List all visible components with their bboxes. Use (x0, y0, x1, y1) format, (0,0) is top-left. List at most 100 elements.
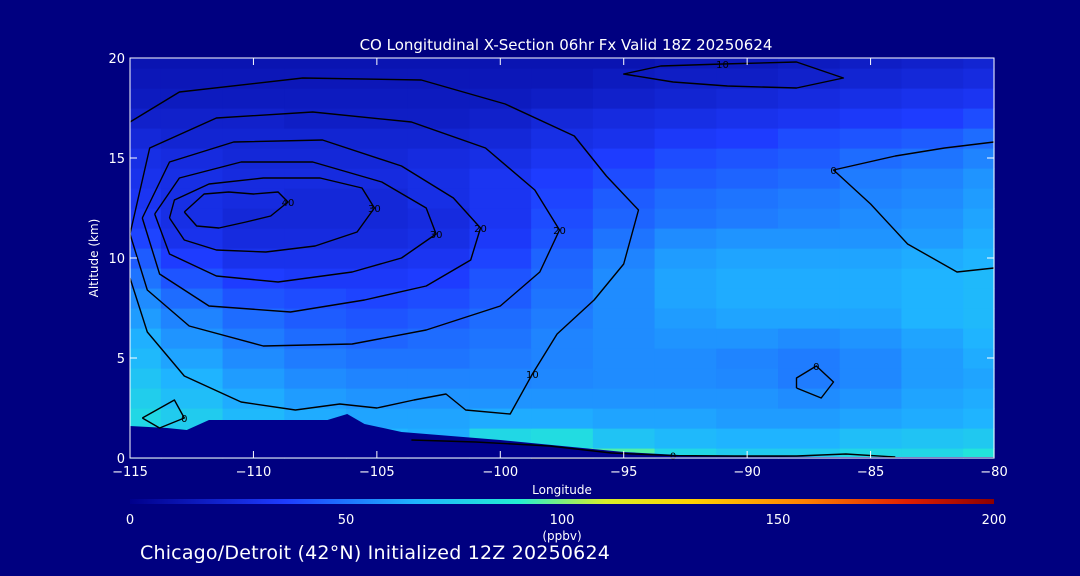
heatmap-cell (469, 408, 532, 429)
heatmap-cell (716, 408, 779, 429)
heatmap-cell (901, 228, 964, 249)
heatmap-cell (531, 68, 594, 89)
heatmap-cell (284, 368, 347, 389)
heatmap-cell (716, 388, 779, 409)
heatmap-cell (346, 328, 409, 349)
heatmap-cell (839, 368, 903, 389)
heatmap-cell (592, 128, 656, 149)
heatmap-cell (346, 228, 409, 249)
heatmap-cell (778, 428, 841, 449)
contour-label: 0 (813, 362, 819, 373)
heatmap-cell (778, 388, 841, 409)
heatmap-cell (901, 128, 964, 149)
heatmap-cell (160, 108, 224, 129)
heatmap-cell (716, 128, 779, 149)
heatmap-field (130, 58, 995, 459)
heatmap-cell (284, 148, 347, 169)
heatmap-cell (346, 288, 409, 309)
heatmap-cell (963, 148, 995, 169)
heatmap-cell (284, 388, 347, 409)
heatmap-cell (160, 68, 224, 89)
contour-label: 40 (282, 198, 295, 209)
heatmap-cell (778, 68, 841, 89)
heatmap-cell (592, 268, 656, 289)
heatmap-cell (531, 88, 594, 109)
heatmap-cell (469, 268, 532, 289)
heatmap-cell (531, 168, 594, 189)
heatmap-cell (901, 108, 964, 129)
heatmap-cell (469, 208, 532, 229)
heatmap-cell (407, 388, 471, 409)
heatmap-cell (160, 148, 224, 169)
heatmap-cell (778, 108, 841, 129)
heatmap-cell (160, 368, 224, 389)
heatmap-cell (531, 388, 594, 409)
heatmap-cell (222, 168, 285, 189)
heatmap-cell (901, 388, 964, 409)
heatmap-cell (963, 248, 995, 269)
contour-label: 10 (526, 370, 539, 381)
heatmap-cell (592, 208, 656, 229)
heatmap-cell (531, 58, 594, 69)
footer-caption: Chicago/Detroit (42°N) Initialized 12Z 2… (140, 542, 611, 564)
heatmap-cell (654, 88, 717, 109)
x-tick-label: −85 (857, 465, 884, 480)
contour-line (795, 365, 835, 399)
heatmap-cell (716, 88, 779, 109)
colorbar-ticks: 0 50 100 150 200 (126, 513, 1007, 528)
y-tick-label: 10 (108, 252, 125, 267)
heatmap-cell (130, 308, 162, 329)
heatmap-cell (531, 228, 594, 249)
heatmap-cell (839, 388, 903, 409)
heatmap-cell (531, 348, 594, 369)
heatmap-cell (901, 428, 964, 449)
heatmap-cell (130, 228, 162, 249)
heatmap-cell (963, 448, 995, 459)
y-tick-label: 5 (117, 352, 125, 367)
heatmap-cell (778, 288, 841, 309)
heatmap-cell (531, 308, 594, 329)
heatmap-cell (716, 228, 779, 249)
heatmap-cell (222, 368, 285, 389)
heatmap-cell (716, 428, 779, 449)
terrain-mask (130, 414, 994, 458)
heatmap-cell (963, 68, 995, 89)
heatmap-cell (592, 388, 656, 409)
heatmap-cell (716, 288, 779, 309)
heatmap-cell (222, 108, 285, 129)
heatmap-cell (963, 188, 995, 209)
heatmap-cell (346, 388, 409, 409)
heatmap-cell (778, 148, 841, 169)
heatmap-cell (222, 388, 285, 409)
heatmap-cell (654, 268, 717, 289)
heatmap-cell (654, 348, 717, 369)
heatmap-cell (592, 308, 656, 329)
contour-lines: 40 30 30 20 20 10 0 0 0 0 10 (129, 60, 995, 463)
heatmap-cell (963, 408, 995, 429)
heatmap-cell (839, 128, 903, 149)
heatmap-cell (716, 168, 779, 189)
heatmap-cell (531, 108, 594, 129)
heatmap-cell (901, 88, 964, 109)
heatmap-cell (654, 288, 717, 309)
heatmap-cell (222, 328, 285, 349)
heatmap-cell (963, 288, 995, 309)
heatmap-cell (654, 448, 717, 459)
heatmap-cell (346, 248, 409, 269)
heatmap-cell (654, 428, 717, 449)
colorbar-tick-label: 150 (766, 513, 791, 528)
heatmap-cell (160, 348, 224, 369)
heatmap-cell (778, 328, 841, 349)
heatmap-cell (778, 208, 841, 229)
heatmap-cell (963, 228, 995, 249)
colorbar-tick-label: 200 (982, 513, 1007, 528)
heatmap-cell (130, 328, 162, 349)
heatmap-cell (130, 348, 162, 369)
heatmap-cell (469, 368, 532, 389)
heatmap-cell (160, 308, 224, 329)
heatmap-cell (654, 68, 717, 89)
colorbar-tick-label: 100 (550, 513, 575, 528)
heatmap-cell (839, 348, 903, 369)
heatmap-cell (839, 288, 903, 309)
